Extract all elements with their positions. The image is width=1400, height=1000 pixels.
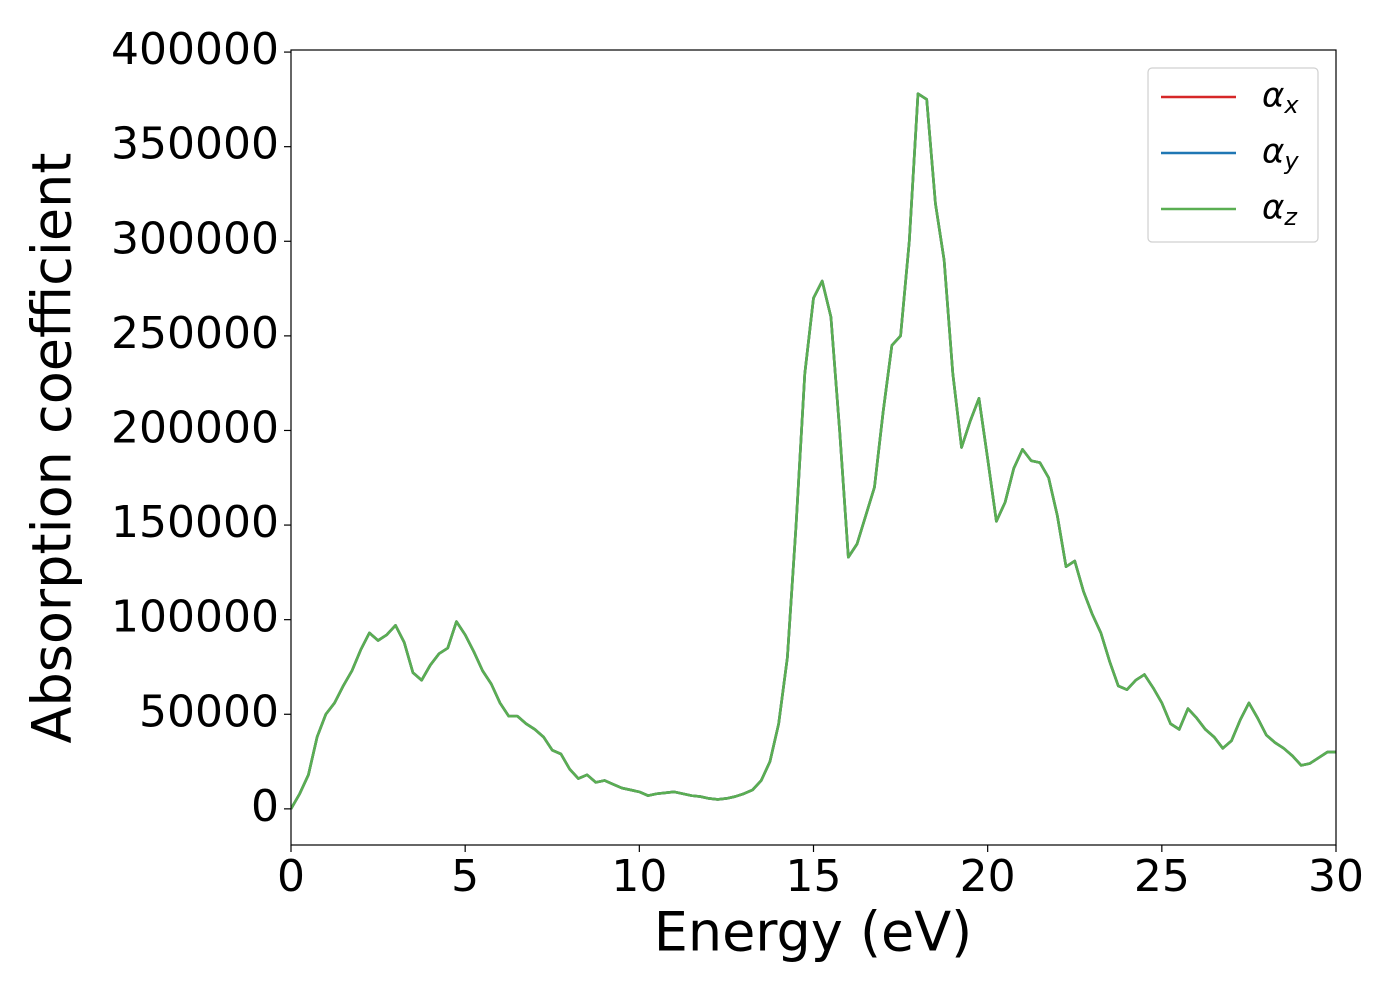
plot-frame <box>290 49 1337 846</box>
y-tick-label: 0 <box>251 781 279 832</box>
y-tick-label: 350000 <box>111 119 279 170</box>
data-line <box>291 92 1336 810</box>
legend-box <box>1147 67 1319 243</box>
y-tick-label: 200000 <box>111 402 279 453</box>
y-tick-label: 150000 <box>111 497 279 548</box>
x-tick-label: 25 <box>1134 851 1190 902</box>
y-tick-label: 300000 <box>111 213 279 264</box>
x-tick-label: 0 <box>277 851 305 902</box>
x-axis-label: Energy (eV) <box>654 901 973 964</box>
y-tick-label: 50000 <box>139 686 279 737</box>
x-tick-label: 10 <box>611 851 667 902</box>
x-tick-label: 5 <box>451 851 479 902</box>
x-tick-label: 15 <box>786 851 842 902</box>
y-axis-label: Absorption coefficient <box>21 153 84 744</box>
y-tick-label: 100000 <box>111 592 279 643</box>
y-tick-label: 250000 <box>111 308 279 359</box>
y-tick-label: 400000 <box>111 24 279 75</box>
x-tick-label: 20 <box>960 851 1016 902</box>
x-tick-label: 30 <box>1308 851 1364 902</box>
